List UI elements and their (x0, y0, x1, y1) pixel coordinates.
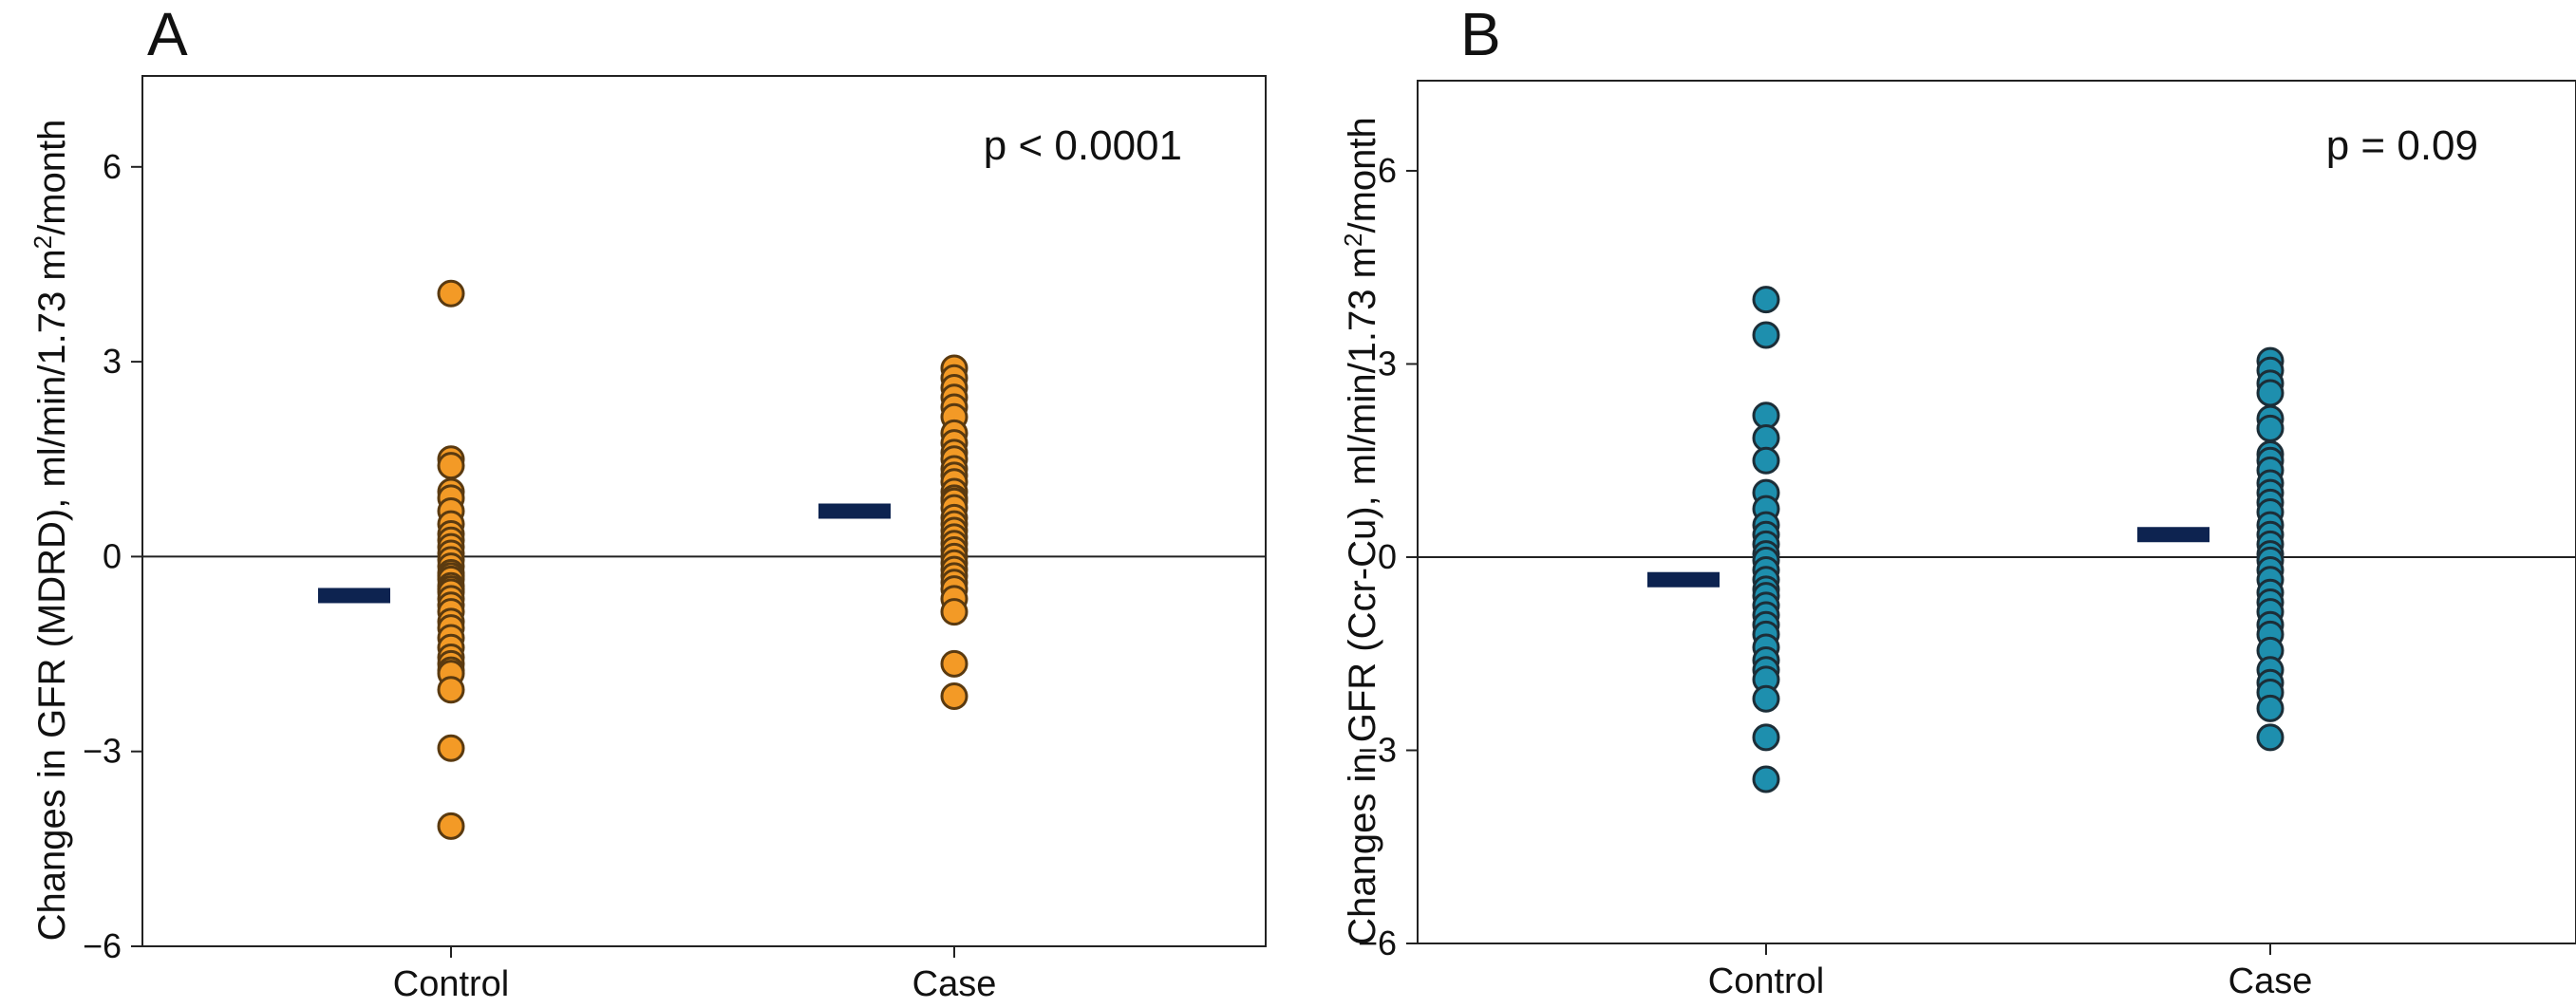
x-category-label: Case (912, 964, 997, 1004)
y-tick-label: 6 (1378, 151, 1397, 190)
data-point (437, 812, 465, 840)
data-point (1752, 286, 1780, 314)
data-point (1752, 423, 1780, 452)
data-point (437, 676, 465, 704)
y-axis-title: Changes in GFR (Ccr-Cu), ml/min/1.73 m2/… (1339, 117, 1383, 945)
data-point (2256, 723, 2285, 752)
y-axis-title-superscript: 2 (28, 235, 57, 249)
y-axis-title-suffix: /month (31, 120, 73, 235)
y-tick-label: −3 (1358, 730, 1397, 769)
mean-bar (318, 588, 390, 604)
data-point (940, 649, 968, 678)
data-point (940, 682, 968, 711)
y-tick-label: 3 (1378, 344, 1397, 383)
data-point (2256, 414, 2285, 442)
data-point (1752, 321, 1780, 349)
x-category-label: Control (393, 964, 510, 1004)
p-value-annotation: p < 0.0001 (984, 122, 1182, 169)
plot-frame (1417, 80, 2576, 944)
y-tick-label: 0 (1378, 537, 1397, 576)
data-point (437, 734, 465, 762)
data-point (1752, 723, 1780, 752)
mean-bar (2137, 527, 2209, 543)
plot-frame (141, 75, 1267, 947)
data-point (1752, 684, 1780, 713)
y-tick-label: −6 (1358, 924, 1397, 962)
y-tick-label: 0 (103, 536, 122, 575)
data-point (1752, 765, 1780, 793)
x-category-label: Control (1708, 961, 1825, 1001)
panel-letter: A (147, 0, 188, 68)
data-point (2256, 694, 2285, 722)
y-tick-label: 3 (103, 342, 122, 381)
y-tick-label: 6 (103, 147, 122, 186)
p-value-annotation: p = 0.09 (2326, 122, 2478, 169)
data-point (2256, 379, 2285, 407)
panel-a: A −6 −3 0 3 6 Control Case Changes in GFR (MDRD)… (28, 0, 1267, 1004)
panel-letter: B (1460, 0, 1501, 68)
data-point (1752, 446, 1780, 475)
mean-bar (818, 503, 891, 519)
y-axis-title-main: Changes in GFR (Ccr-Cu), ml/min/1.73 m (1342, 247, 1383, 945)
y-tick-label: −3 (83, 732, 122, 771)
y-axis-title-suffix: /month (1342, 117, 1383, 233)
data-point (437, 279, 465, 308)
data-point (1752, 401, 1780, 430)
data-point (940, 598, 968, 626)
data-point (437, 452, 465, 480)
y-tick-label: −6 (83, 926, 122, 965)
y-axis-title-main: Changes in GFR (MDRD), ml/min/1.73 m (31, 249, 73, 941)
panel-b: B −6 −3 0 3 6 Control Case Changes in GFR (Ccr-C… (1339, 0, 2576, 1001)
x-category-label: Case (2228, 961, 2313, 1001)
mean-bar (1647, 571, 1720, 588)
y-axis-title: Changes in GFR (MDRD), ml/min/1.73 m2/mo… (28, 120, 73, 942)
y-axis-title-superscript: 2 (1339, 233, 1367, 247)
